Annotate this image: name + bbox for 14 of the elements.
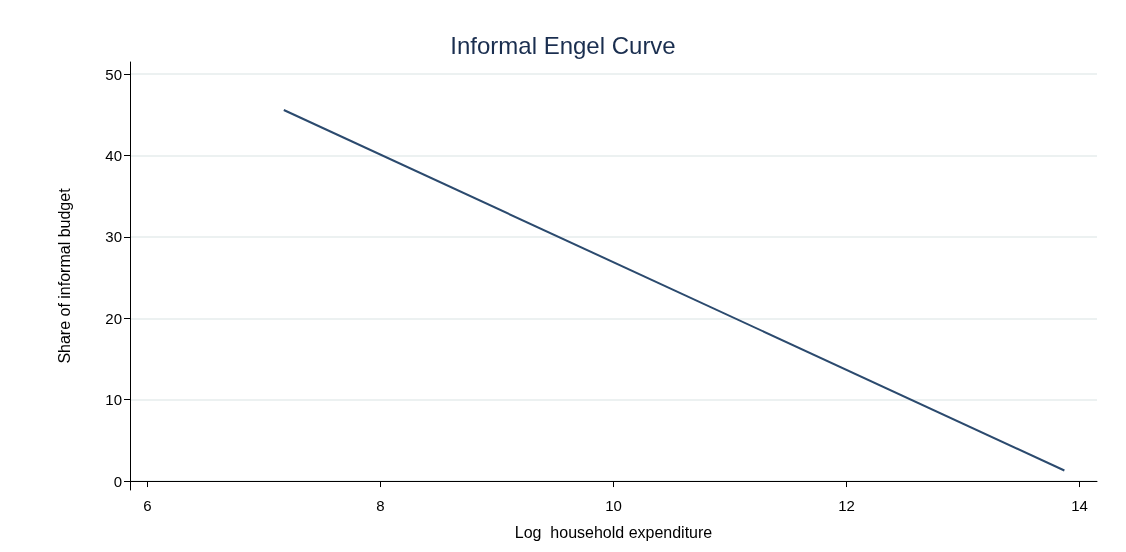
y-tick-label: 0 [113, 472, 122, 490]
x-tick-label: 14 [1071, 497, 1088, 514]
x-tick-label: 8 [376, 497, 385, 514]
y-tick-label: 50 [105, 65, 122, 83]
x-tick-label: 10 [605, 497, 622, 514]
y-tick-label: 10 [105, 391, 122, 409]
y-axis-title: Share of informal budget [55, 187, 73, 364]
y-tick-label: 40 [105, 147, 122, 165]
x-tick-label: 6 [143, 497, 152, 514]
x-axis-title: Log household expenditure [514, 523, 713, 541]
y-tick-label: 20 [105, 309, 122, 327]
chart-title: Informal Engel Curve [450, 31, 676, 59]
y-tick-label: 30 [105, 228, 122, 246]
x-tick-label: 12 [838, 497, 855, 514]
